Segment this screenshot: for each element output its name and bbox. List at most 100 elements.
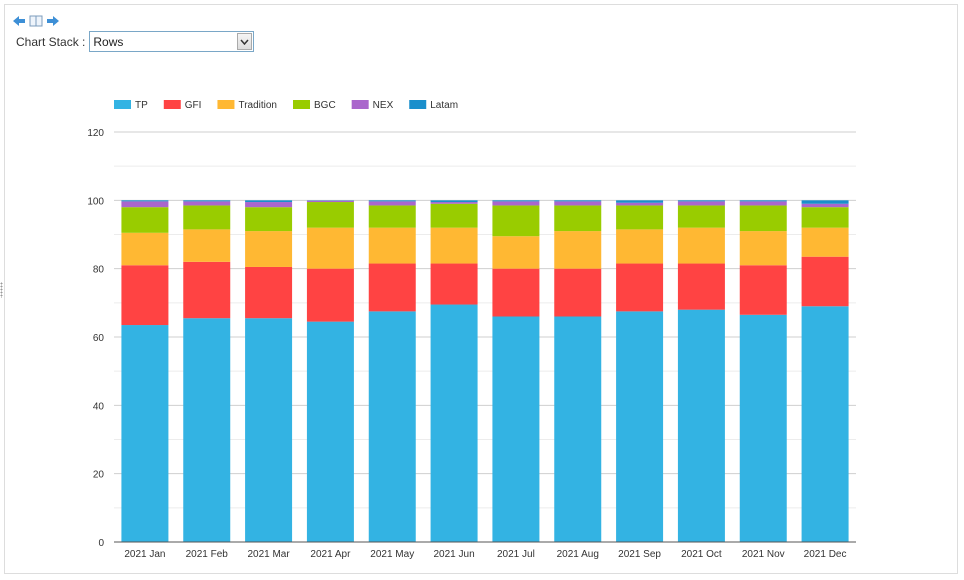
bar-bgc-2021-feb[interactable] — [183, 205, 231, 230]
x-tick-label: 2021 Jun — [434, 549, 475, 560]
chevron-down-icon[interactable] — [237, 33, 253, 50]
bar-gfi-2021-jul[interactable] — [492, 268, 540, 317]
bar-nex-2021-jul[interactable] — [492, 201, 540, 206]
bar-bgc-2021-jul[interactable] — [492, 205, 540, 237]
bar-latam-2021-aug[interactable] — [554, 200, 602, 202]
bar-gfi-2021-jun[interactable] — [430, 263, 478, 305]
bar-nex-2021-dec[interactable] — [801, 203, 849, 208]
bar-bgc-2021-may[interactable] — [368, 205, 416, 228]
bar-bgc-2021-oct[interactable] — [677, 205, 725, 228]
bar-bgc-2021-aug[interactable] — [554, 205, 602, 232]
bar-nex-2021-jan[interactable] — [121, 201, 169, 208]
bar-latam-2021-dec[interactable] — [801, 200, 849, 204]
bar-tradition-2021-sep[interactable] — [616, 229, 664, 264]
bar-tp-2021-dec[interactable] — [801, 306, 849, 542]
bar-tradition-2021-apr[interactable] — [306, 227, 354, 269]
bar-tradition-2021-aug[interactable] — [554, 231, 602, 269]
bar-bgc-2021-apr[interactable] — [306, 202, 354, 228]
bar-nex-2021-may[interactable] — [368, 201, 416, 206]
bar-bgc-2021-mar[interactable] — [245, 207, 293, 232]
bar-gfi-2021-dec[interactable] — [801, 256, 849, 307]
x-tick-label: 2021 Dec — [804, 549, 847, 560]
bar-bgc-2021-jan[interactable] — [121, 207, 169, 233]
arrow-left-icon[interactable] — [12, 14, 26, 28]
bar-tp-2021-sep[interactable] — [616, 311, 664, 542]
bar-gfi-2021-aug[interactable] — [554, 268, 602, 317]
bar-bgc-2021-sep[interactable] — [616, 205, 664, 230]
bar-tp-2021-oct[interactable] — [677, 309, 725, 542]
bar-tp-2021-nov[interactable] — [739, 314, 787, 542]
bar-tradition-2021-jul[interactable] — [492, 236, 540, 269]
bar-tp-2021-jan[interactable] — [121, 325, 169, 542]
chart-stack-select[interactable]: Rows — [89, 31, 255, 52]
bar-tradition-2021-may[interactable] — [368, 227, 416, 264]
bar-gfi-2021-oct[interactable] — [677, 263, 725, 310]
x-tick-label: 2021 Oct — [681, 549, 722, 560]
x-tick-label: 2021 Sep — [618, 549, 661, 560]
bar-gfi-2021-feb[interactable] — [183, 261, 231, 319]
bar-tp-2021-feb[interactable] — [183, 318, 231, 542]
bar-latam-2021-jul[interactable] — [492, 200, 540, 202]
bar-tradition-2021-feb[interactable] — [183, 229, 231, 262]
bar-tp-2021-aug[interactable] — [554, 316, 602, 543]
x-axis: 2021 Jan 2021 Feb 2021 Mar 2021 Apr 2021 May… — [114, 541, 856, 560]
bar-tradition-2021-jun[interactable] — [430, 227, 478, 264]
bar-tp-2021-jul[interactable] — [492, 316, 540, 543]
bar-tp-2021-may[interactable] — [368, 311, 416, 542]
bar-tp-2021-apr[interactable] — [306, 321, 354, 542]
chart-stack-label: Chart Stack : — [16, 34, 86, 49]
bar-latam-2021-jun[interactable] — [430, 200, 478, 203]
x-tick-label: 2021 Jul — [497, 549, 535, 560]
legend-swatch — [293, 100, 310, 109]
bar-gfi-2021-sep[interactable] — [616, 263, 664, 312]
legend-swatch — [409, 100, 427, 109]
bar-tp-2021-jun[interactable] — [430, 304, 478, 542]
bar-nex-2021-feb[interactable] — [183, 201, 231, 206]
arrow-right-icon[interactable] — [46, 14, 60, 28]
bar-gfi-2021-nov[interactable] — [739, 265, 787, 315]
bar-latam-2021-sep[interactable] — [616, 200, 664, 203]
x-tick-label: 2021 Mar — [247, 549, 290, 560]
x-tick-label: 2021 May — [370, 549, 414, 560]
bar-tp-2021-mar[interactable] — [245, 318, 293, 542]
bar-gfi-2021-apr[interactable] — [306, 268, 354, 322]
legend-item-tradition[interactable]: Tradition — [217, 100, 277, 111]
bar-latam-2021-nov[interactable] — [739, 200, 787, 202]
bar-nex-2021-apr[interactable] — [306, 200, 354, 203]
bar-bgc-2021-jun[interactable] — [430, 203, 478, 228]
book-icon[interactable] — [29, 14, 43, 28]
bar-latam-2021-may[interactable] — [368, 200, 416, 202]
bar-tradition-2021-nov[interactable] — [739, 231, 787, 266]
bar-latam-2021-feb[interactable] — [183, 200, 231, 202]
bar-gfi-2021-may[interactable] — [368, 263, 416, 312]
bar-nex-2021-sep[interactable] — [616, 202, 664, 206]
bar-tradition-2021-mar[interactable] — [245, 231, 293, 267]
legend-item-bgc[interactable]: BGC — [293, 100, 336, 111]
bar-tradition-2021-jan[interactable] — [121, 232, 169, 266]
bar-latam-2021-oct[interactable] — [677, 200, 725, 202]
bar-nex-2021-aug[interactable] — [554, 201, 602, 206]
legend-item-nex[interactable]: NEX — [351, 100, 394, 111]
bar-tradition-2021-dec[interactable] — [801, 227, 849, 257]
bar-nex-2021-mar[interactable] — [245, 202, 293, 208]
chart-bars — [121, 200, 849, 543]
x-tick-label: 2021 Aug — [557, 549, 599, 560]
legend-item-tp[interactable]: TP — [114, 100, 148, 111]
legend-label: TP — [135, 100, 148, 111]
resize-handle[interactable] — [0, 282, 3, 298]
x-tick-label: 2021 Jan — [124, 549, 165, 560]
bar-gfi-2021-jan[interactable] — [121, 265, 169, 326]
y-tick-label: 20 — [93, 470, 105, 481]
bar-bgc-2021-dec[interactable] — [801, 207, 849, 228]
chart-legend: TP GFI Tradition BGC NEX Latam — [114, 100, 458, 111]
bar-latam-2021-mar[interactable] — [245, 200, 293, 203]
bar-nex-2021-oct[interactable] — [677, 201, 725, 206]
legend-item-gfi[interactable]: GFI — [163, 100, 202, 111]
bar-tradition-2021-oct[interactable] — [677, 227, 725, 264]
bar-gfi-2021-mar[interactable] — [245, 266, 293, 319]
bar-nex-2021-nov[interactable] — [739, 201, 787, 206]
bar-latam-2021-jan[interactable] — [121, 200, 169, 202]
bar-bgc-2021-nov[interactable] — [739, 205, 787, 232]
legend-item-latam[interactable]: Latam — [409, 100, 458, 111]
bar-nex-2021-jun[interactable] — [430, 202, 478, 204]
